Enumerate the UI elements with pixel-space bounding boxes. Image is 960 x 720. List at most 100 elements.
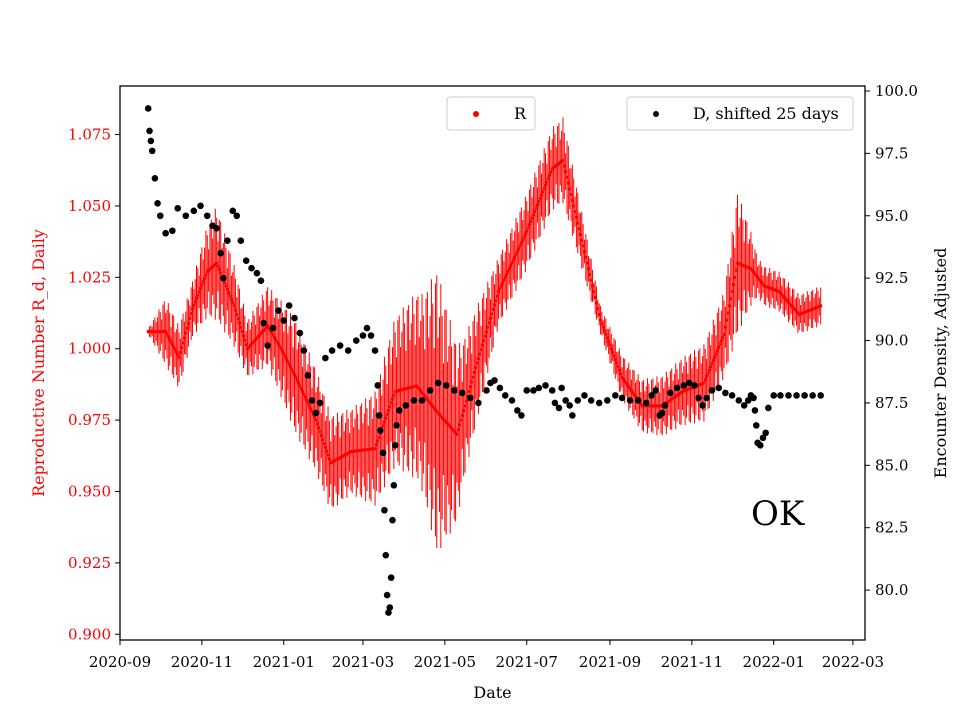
- r-point: [525, 229, 529, 233]
- r-point: [233, 308, 238, 312]
- d-point: [386, 604, 394, 611]
- y-right-tick-label: 95.0: [875, 207, 908, 225]
- r-point: [458, 423, 462, 427]
- d-point: [793, 392, 800, 399]
- r-point: [491, 307, 495, 312]
- r-point: [521, 238, 525, 242]
- r-point: [565, 175, 569, 179]
- r-point: [462, 408, 466, 413]
- r-point: [504, 272, 509, 277]
- r-point: [561, 158, 565, 162]
- r-point: [577, 227, 581, 231]
- r-point: [315, 422, 319, 426]
- r-point: [239, 325, 243, 329]
- d-point: [328, 347, 336, 354]
- d-point: [344, 347, 352, 354]
- d-point: [182, 212, 190, 220]
- r-point: [470, 380, 474, 384]
- r-point: [298, 384, 302, 388]
- y-right-tick-label: 85.0: [875, 456, 908, 474]
- x-axis-title: Date: [473, 683, 511, 702]
- d-point: [680, 382, 688, 389]
- r-point: [702, 381, 706, 385]
- r-point: [232, 304, 236, 308]
- r-point: [500, 281, 505, 285]
- r-point: [578, 232, 583, 237]
- r-point: [196, 293, 200, 297]
- r-point: [389, 401, 393, 405]
- d-point: [381, 506, 388, 514]
- d-point: [762, 429, 769, 437]
- r-point: [572, 204, 576, 208]
- r-point: [514, 252, 518, 257]
- r-point: [286, 360, 290, 364]
- r-point: [476, 356, 481, 361]
- r-point: [729, 297, 733, 301]
- r-point: [602, 329, 607, 333]
- y-left-tick-label: 1.000: [68, 340, 111, 358]
- r-point: [719, 339, 723, 343]
- r-point: [241, 334, 246, 338]
- r-point: [229, 297, 234, 301]
- r-point: [303, 395, 307, 399]
- r-point: [202, 276, 207, 280]
- r-point: [178, 350, 183, 355]
- r-point: [517, 247, 521, 251]
- r-point: [228, 294, 232, 298]
- d-point: [257, 277, 265, 284]
- r-point: [511, 258, 515, 262]
- r-point: [279, 347, 283, 351]
- r-point: [166, 335, 170, 339]
- r-point: [706, 371, 710, 375]
- state-annotation: OK: [751, 494, 805, 534]
- r-point: [170, 342, 174, 347]
- d-point: [777, 392, 784, 399]
- d-point: [695, 394, 702, 402]
- d-point: [661, 402, 669, 409]
- r-point: [547, 173, 552, 177]
- x-tick-label: 2021-05: [414, 653, 476, 671]
- r-point: [474, 366, 478, 370]
- r-point: [533, 209, 537, 214]
- r-point: [455, 432, 459, 436]
- d-point: [569, 412, 576, 419]
- d-point: [336, 342, 344, 349]
- r-point: [287, 362, 291, 366]
- y-left-tick-label: 0.950: [68, 483, 111, 501]
- d-point: [359, 332, 367, 339]
- d-point: [382, 551, 390, 559]
- d-point: [213, 224, 220, 232]
- r-point: [714, 352, 718, 356]
- d-point: [467, 394, 474, 402]
- d-point: [501, 392, 509, 399]
- d-point: [390, 481, 398, 489]
- y-left-axis: 0.900 0.925 0.950 0.975 1.000 1.025 1.050 1.075: [68, 126, 120, 643]
- r-point: [197, 290, 201, 294]
- d-point: [708, 387, 716, 394]
- y-right-axis-title: Encounter Density, Adjusted: [931, 248, 950, 479]
- r-point: [731, 282, 736, 287]
- d-point: [352, 337, 360, 344]
- r-point: [176, 353, 180, 357]
- r-point: [236, 317, 240, 321]
- d-point: [626, 397, 634, 404]
- y-right-tick-label: 80.0: [875, 581, 908, 599]
- r-point: [564, 170, 568, 174]
- r-point: [169, 340, 173, 344]
- y-right-tick-label: 82.5: [875, 519, 908, 537]
- r-point: [580, 238, 584, 242]
- x-tick-label: 2021-01: [253, 653, 315, 671]
- d-point: [566, 402, 573, 409]
- d-point: [659, 409, 666, 417]
- d-point: [475, 399, 482, 407]
- r-point: [185, 326, 189, 330]
- r-point: [295, 378, 299, 382]
- d-point: [752, 422, 760, 429]
- y-left-tick-label: 1.025: [68, 268, 111, 286]
- d-point: [363, 324, 371, 332]
- r-point: [488, 316, 493, 320]
- r-point: [304, 398, 309, 402]
- r-point: [727, 304, 732, 308]
- d-point: [756, 442, 764, 449]
- d-point: [312, 409, 320, 417]
